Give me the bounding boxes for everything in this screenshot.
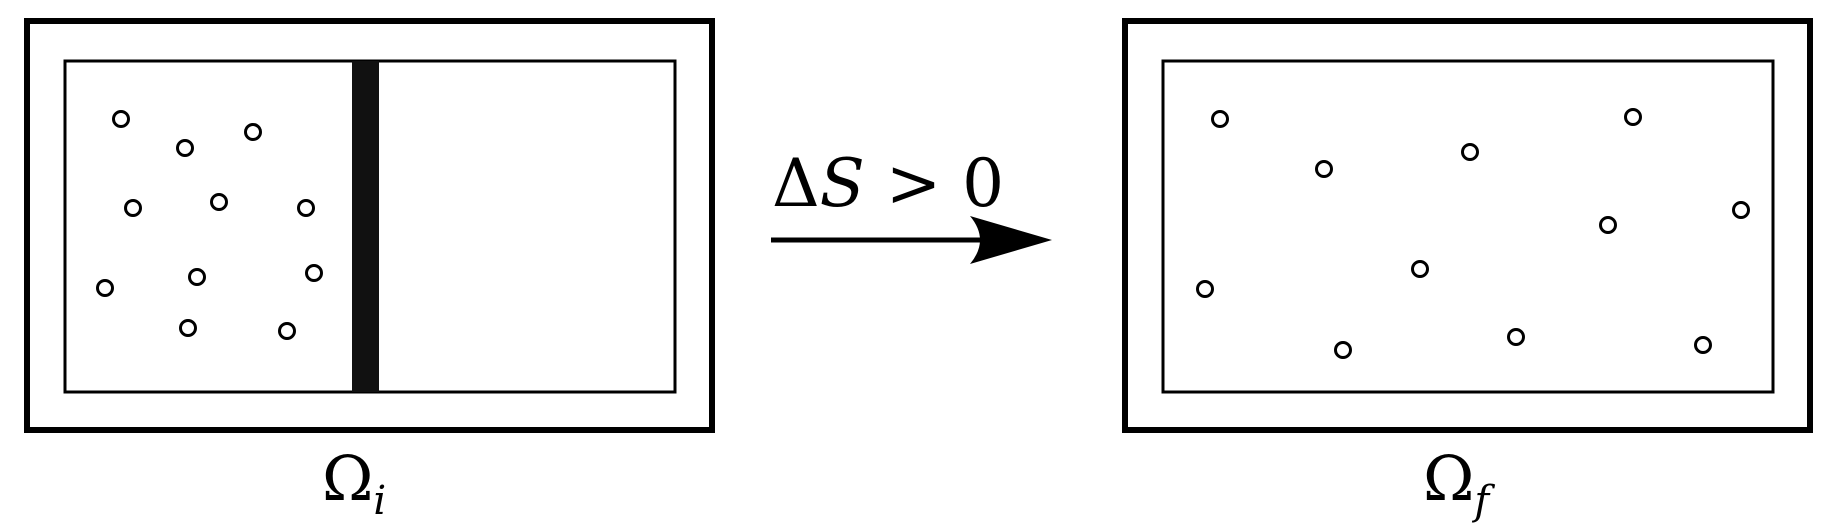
particle [176, 139, 194, 157]
initial-state-container [24, 18, 715, 433]
final-subscript: f [1471, 478, 1495, 524]
particle [1624, 108, 1642, 126]
particle [278, 322, 296, 340]
initial-state-label: Ωi [322, 442, 386, 524]
particle [1461, 143, 1479, 161]
particle [1196, 280, 1214, 298]
final-state-label: Ωf [1423, 442, 1495, 524]
final-particles [1196, 108, 1750, 359]
entropy-change-label: ΔS > 0 [772, 145, 1004, 222]
process-arrow-group: ΔS > 0 [771, 145, 1052, 264]
initial-outer-wall [24, 18, 715, 433]
particle [1315, 160, 1333, 178]
particle [1732, 201, 1750, 219]
final-inner-box [1161, 59, 1775, 394]
particle [124, 199, 142, 217]
final-state-container [1122, 18, 1813, 433]
initial-particles [96, 110, 323, 340]
particle [1507, 328, 1525, 346]
initial-subscript: i [373, 478, 386, 524]
particle [244, 123, 262, 141]
particle [1411, 260, 1429, 278]
omega-symbol: Ω [322, 442, 373, 515]
particle [210, 193, 228, 211]
particle [96, 279, 114, 297]
particle [188, 268, 206, 286]
particle [305, 264, 323, 282]
particle [1599, 216, 1617, 234]
particle [1694, 336, 1712, 354]
omega-symbol: Ω [1423, 442, 1474, 515]
particle [179, 319, 197, 337]
particle [297, 199, 315, 217]
particle [112, 110, 130, 128]
partition-wall [352, 61, 379, 392]
delta-symbol: Δ [772, 145, 820, 222]
particle [1211, 110, 1229, 128]
arrow-head-icon [970, 216, 1052, 264]
final-outer-wall [1122, 18, 1813, 433]
entropy-relation: > 0 [865, 145, 1004, 222]
entropy-variable: S [820, 145, 865, 222]
particle [1334, 341, 1352, 359]
